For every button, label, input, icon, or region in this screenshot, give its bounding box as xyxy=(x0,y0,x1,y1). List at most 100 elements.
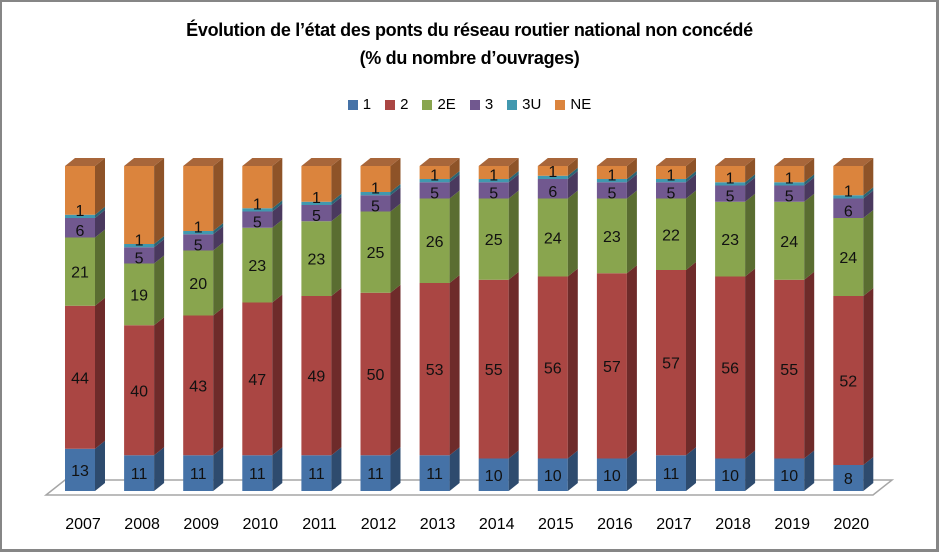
legend-item-2e: 2E xyxy=(422,96,456,113)
bar-stack-2009 xyxy=(183,158,224,491)
x-tick-label: 2008 xyxy=(124,516,160,533)
bar-segment-1 xyxy=(478,458,509,491)
data-label-3u: 1 xyxy=(76,203,85,220)
bar-segment-1 xyxy=(65,448,95,491)
bar-stack-2016 xyxy=(596,158,637,491)
bar-segment-side xyxy=(567,190,578,277)
data-label-2e: 19 xyxy=(130,287,148,304)
bar-segment-side xyxy=(508,271,519,459)
bar-segment-2 xyxy=(124,325,155,456)
legend: 1 2 2E 3 3U NE xyxy=(0,96,939,113)
bar-segment-2e xyxy=(65,237,95,306)
bar-segment-2 xyxy=(65,305,95,449)
legend-swatch xyxy=(469,99,480,110)
bar-top xyxy=(242,158,283,166)
data-label-2e: 23 xyxy=(248,258,266,275)
bar-segment-side xyxy=(154,239,165,264)
x-tick-label: 2010 xyxy=(243,516,279,533)
data-label-1: 8 xyxy=(844,471,853,488)
bar-segment-3 xyxy=(360,195,391,212)
bar-stack-2015 xyxy=(537,158,578,491)
bar-stack-2013 xyxy=(419,158,460,491)
bar-segment-ne xyxy=(715,166,746,183)
data-label-2: 57 xyxy=(603,359,621,376)
bar-segment-ne xyxy=(774,166,805,183)
bar-segment-side xyxy=(272,203,283,228)
bar-segment-side xyxy=(331,158,342,202)
bar-segment-side xyxy=(390,184,401,196)
data-label-1: 11 xyxy=(426,466,443,483)
data-label-2: 44 xyxy=(71,370,89,387)
chart-floor xyxy=(43,479,895,496)
data-label-2e: 22 xyxy=(662,227,680,244)
data-label-2: 40 xyxy=(130,383,148,400)
data-label-1: 13 xyxy=(71,463,89,480)
bar-segment-ne xyxy=(65,166,95,215)
bar-segment-side xyxy=(804,158,815,183)
bar-segment-side xyxy=(804,193,815,280)
bar-segment-side xyxy=(154,255,165,326)
bar-segment-side xyxy=(626,158,637,179)
data-label-3u: 1 xyxy=(607,167,616,184)
bar-segment-2 xyxy=(656,270,686,456)
data-label-3: 6 xyxy=(844,203,853,220)
bar-segment-side xyxy=(213,223,224,235)
bar-segment-side xyxy=(686,262,696,456)
bar-stack-2010 xyxy=(242,158,283,491)
bar-segment-2e xyxy=(833,218,864,296)
data-label-1: 10 xyxy=(780,468,798,485)
bar-segment-side xyxy=(390,447,401,491)
data-label-3: 5 xyxy=(371,198,380,215)
bar-segment-ne xyxy=(478,166,509,179)
bar-segment-side xyxy=(626,450,637,491)
data-label-3u: 1 xyxy=(844,184,853,201)
bar-segment-side xyxy=(154,447,165,491)
bar-top xyxy=(183,158,224,166)
data-label-3u: 1 xyxy=(548,164,557,181)
legend-swatch xyxy=(347,99,358,110)
data-label-3u: 1 xyxy=(194,219,203,236)
legend-label: 2E xyxy=(437,96,456,113)
data-label-2e: 23 xyxy=(308,252,326,269)
bar-segment-2e xyxy=(360,211,391,293)
bar-segment-side xyxy=(508,190,519,280)
data-label-2e: 25 xyxy=(485,232,503,249)
bar-segment-ne xyxy=(183,166,214,231)
bar-segment-3 xyxy=(124,247,155,264)
bar-segment-2 xyxy=(301,296,332,456)
bar-segment-side xyxy=(863,288,874,465)
data-label-2e: 21 xyxy=(71,265,89,282)
bar-segment-2e xyxy=(715,201,746,277)
bar-segment-3u xyxy=(774,182,805,186)
bar-segment-side xyxy=(626,171,637,183)
bar-segment-2 xyxy=(833,296,864,465)
bar-segment-side xyxy=(95,297,105,449)
bar-segment-side xyxy=(449,171,460,183)
data-label-2e: 25 xyxy=(367,245,385,262)
bar-segment-2e xyxy=(596,198,627,274)
bar-segment-3 xyxy=(715,185,746,202)
bar-segment-side xyxy=(213,226,224,251)
data-label-3: 5 xyxy=(430,185,439,202)
bar-segment-side xyxy=(154,236,165,248)
bar-segment-side xyxy=(508,450,519,491)
data-label-1: 11 xyxy=(367,466,384,483)
data-label-2e: 20 xyxy=(189,276,207,293)
bar-segment-side xyxy=(567,167,578,179)
bar-stack-2012 xyxy=(360,158,401,491)
bar-segment-1 xyxy=(242,455,273,491)
bar-segment-2e xyxy=(419,198,450,283)
chart-title: Évolution de l’état des ponts du réseau … xyxy=(186,20,753,40)
bar-segment-side xyxy=(508,158,519,179)
bar-segment-side xyxy=(390,187,401,212)
bar-segment-side xyxy=(449,190,460,283)
bar-segment-3u xyxy=(301,201,332,205)
bar-segment-ne xyxy=(833,166,864,196)
legend-item-1: 1 xyxy=(347,96,371,113)
bar-segment-side xyxy=(863,457,874,491)
bar-segment-3u xyxy=(183,231,214,235)
data-label-2: 55 xyxy=(780,362,798,379)
data-label-1: 11 xyxy=(249,466,266,483)
data-label-3u: 1 xyxy=(785,171,794,188)
